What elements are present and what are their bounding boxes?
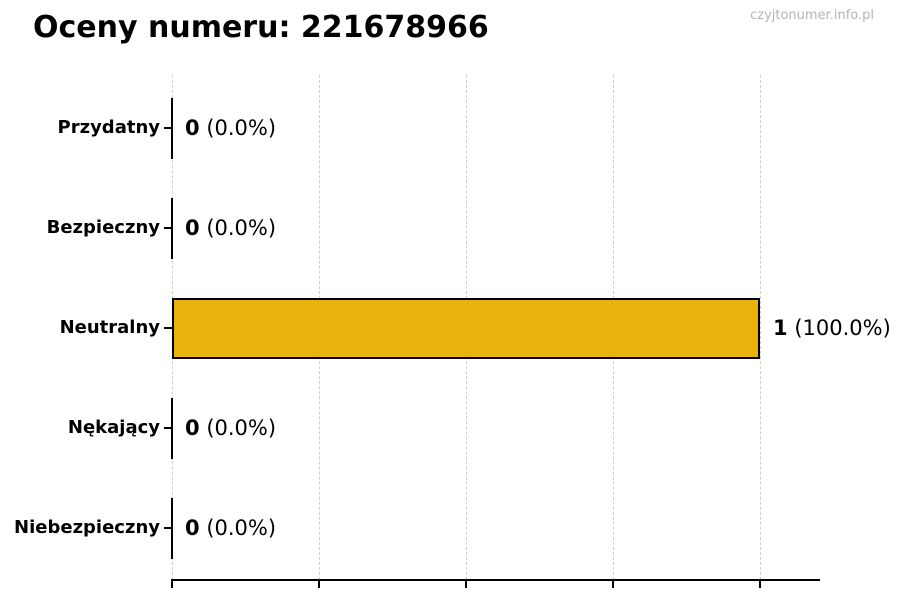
value-percent: (0.0%) (206, 116, 277, 140)
value-annotation: 0 (0.0%) (185, 513, 276, 543)
x-axis-tick (612, 580, 614, 588)
x-axis-tick (318, 580, 320, 588)
value-count: 0 (185, 416, 200, 440)
x-axis-line (171, 579, 820, 581)
zero-bar (171, 97, 173, 159)
y-axis-tick (164, 227, 172, 229)
zero-bar (171, 197, 173, 259)
value-annotation: 1 (100.0%) (773, 313, 891, 343)
gridline (759, 75, 761, 580)
value-percent: (0.0%) (206, 516, 277, 540)
zero-bar (171, 397, 173, 459)
y-axis-tick (164, 327, 172, 329)
bar (172, 297, 760, 359)
x-axis-tick (171, 580, 173, 588)
y-axis-tick (164, 127, 172, 129)
value-annotation: 0 (0.0%) (185, 113, 276, 143)
category-label: Niebezpieczny (14, 517, 160, 538)
value-count: 0 (185, 116, 200, 140)
category-label: Nękający (67, 417, 160, 438)
y-axis-tick (164, 527, 172, 529)
value-percent: (100.0%) (794, 316, 891, 340)
category-label: Neutralny (59, 317, 160, 338)
zero-bar (171, 497, 173, 559)
x-axis-tick (465, 580, 467, 588)
category-label: Bezpieczny (46, 217, 160, 238)
value-annotation: 0 (0.0%) (185, 213, 276, 243)
value-count: 0 (185, 516, 200, 540)
x-axis-tick (759, 580, 761, 588)
y-axis-tick (164, 427, 172, 429)
value-count: 1 (773, 316, 788, 340)
watermark: czyjtonumer.info.pl (750, 8, 874, 23)
value-percent: (0.0%) (206, 416, 277, 440)
page-title: Oceny numeru: 221678966 (33, 10, 489, 45)
value-annotation: 0 (0.0%) (185, 413, 276, 443)
value-count: 0 (185, 216, 200, 240)
value-percent: (0.0%) (206, 216, 277, 240)
category-label: Przydatny (57, 117, 160, 138)
